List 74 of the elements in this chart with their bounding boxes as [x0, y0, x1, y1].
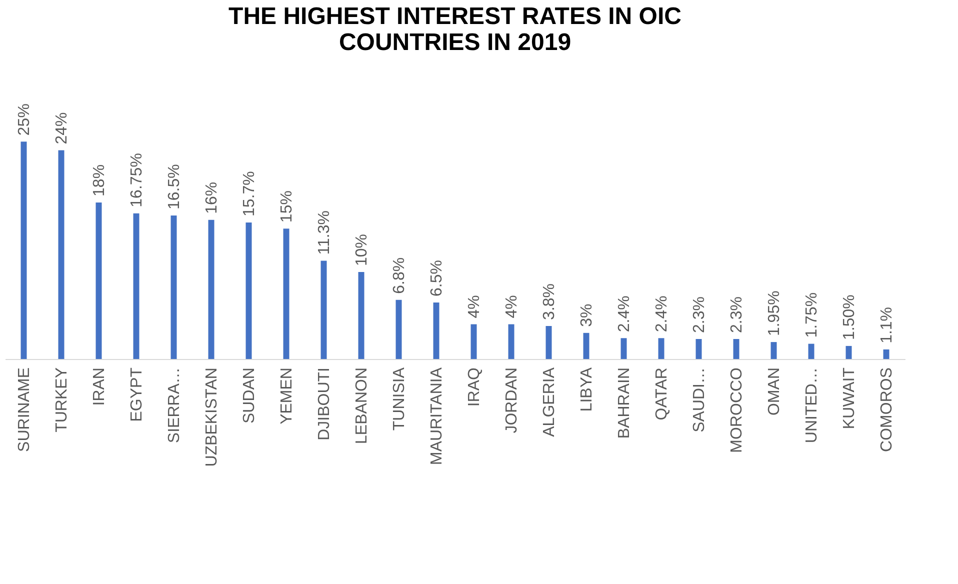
- data-label: 16.75%: [128, 153, 146, 208]
- x-tick-label: YEMEN: [278, 368, 296, 424]
- x-tick-label: QATAR: [653, 368, 670, 420]
- x-tick-label: JORDAN: [503, 368, 520, 434]
- data-label: 1.1%: [878, 306, 896, 344]
- bar: [508, 324, 514, 359]
- data-label: 2.3%: [728, 296, 746, 333]
- bar: [696, 339, 702, 359]
- bar: [583, 332, 590, 359]
- data-label: 2.3%: [690, 296, 708, 333]
- data-label: 2.4%: [653, 296, 670, 332]
- bar: [470, 324, 477, 359]
- bar: [846, 346, 852, 359]
- bar: [170, 216, 177, 359]
- x-tick-label: MOROCCO: [728, 368, 746, 453]
- data-label: 6.5%: [428, 260, 446, 296]
- bar: [433, 302, 440, 359]
- x-tick-label: EGYPT: [128, 367, 146, 422]
- bar: [320, 260, 327, 359]
- bar: [733, 339, 740, 359]
- data-label: 6.8%: [390, 257, 408, 294]
- x-tick-label: BAHRAIN: [616, 368, 633, 439]
- bar: [620, 338, 627, 359]
- x-tick-label: IRAN: [90, 368, 108, 406]
- data-label: 16.5%: [166, 164, 183, 210]
- x-tick-label: IRAQ: [466, 368, 483, 407]
- bar: [96, 202, 102, 359]
- bar: [358, 272, 364, 359]
- bar: [658, 338, 664, 359]
- data-label: 3.8%: [540, 283, 558, 320]
- x-tick-label: TUNISIA: [390, 367, 408, 431]
- x-tick-label: MAURITANIA: [428, 367, 446, 465]
- text: COUNTRIES IN 2019: [338, 29, 572, 56]
- bar: [246, 222, 252, 359]
- data-label: 15%: [278, 190, 296, 223]
- x-tick-label: KUWAIT: [840, 367, 858, 430]
- x-tick-label: SURINAME: [16, 368, 33, 452]
- bar: [208, 220, 214, 359]
- x-tick-label: SUDAN: [240, 368, 258, 424]
- bar: [808, 344, 814, 359]
- x-tick-label: TURKEY: [53, 367, 70, 432]
- bar: [58, 150, 64, 359]
- data-label: 3%: [578, 304, 596, 327]
- bar: [20, 142, 27, 359]
- x-tick-label: SIERRA…: [166, 368, 183, 444]
- bar: [133, 213, 140, 359]
- data-label: 1.75%: [803, 292, 820, 338]
- data-label: 15.7%: [240, 171, 258, 216]
- bar: [396, 300, 402, 359]
- x-tick-label: OMAN: [766, 368, 783, 416]
- data-label: 10%: [353, 234, 370, 266]
- bar: [883, 349, 890, 359]
- x-tick-label: LIBYA: [578, 367, 596, 412]
- data-label: 25%: [16, 104, 33, 136]
- bar: [546, 326, 552, 359]
- data-label: 1.95%: [766, 290, 783, 336]
- data-label: 4%: [466, 295, 483, 318]
- data-label: 24%: [53, 112, 70, 144]
- x-tick-label: COMOROS: [878, 368, 896, 452]
- bar: [770, 342, 777, 359]
- bar: [283, 228, 290, 359]
- data-label: 11.3%: [316, 210, 333, 255]
- x-tick-label: ALGERIA: [540, 367, 558, 437]
- data-label: 1.50%: [840, 294, 858, 340]
- x-tick-label: UNITED…: [803, 368, 820, 444]
- x-tick-label: LEBANON: [353, 368, 370, 444]
- text: THE HIGHEST INTEREST RATES IN OIC: [228, 3, 682, 30]
- data-label: 2.4%: [616, 296, 633, 332]
- x-tick-label: SAUDI…: [690, 368, 708, 432]
- data-label: 18%: [90, 164, 108, 196]
- x-tick-label: DJIBOUTI: [316, 368, 333, 440]
- data-label: 16%: [203, 182, 220, 214]
- data-label: 4%: [503, 295, 520, 318]
- x-tick-label: UZBEKISTAN: [203, 368, 220, 467]
